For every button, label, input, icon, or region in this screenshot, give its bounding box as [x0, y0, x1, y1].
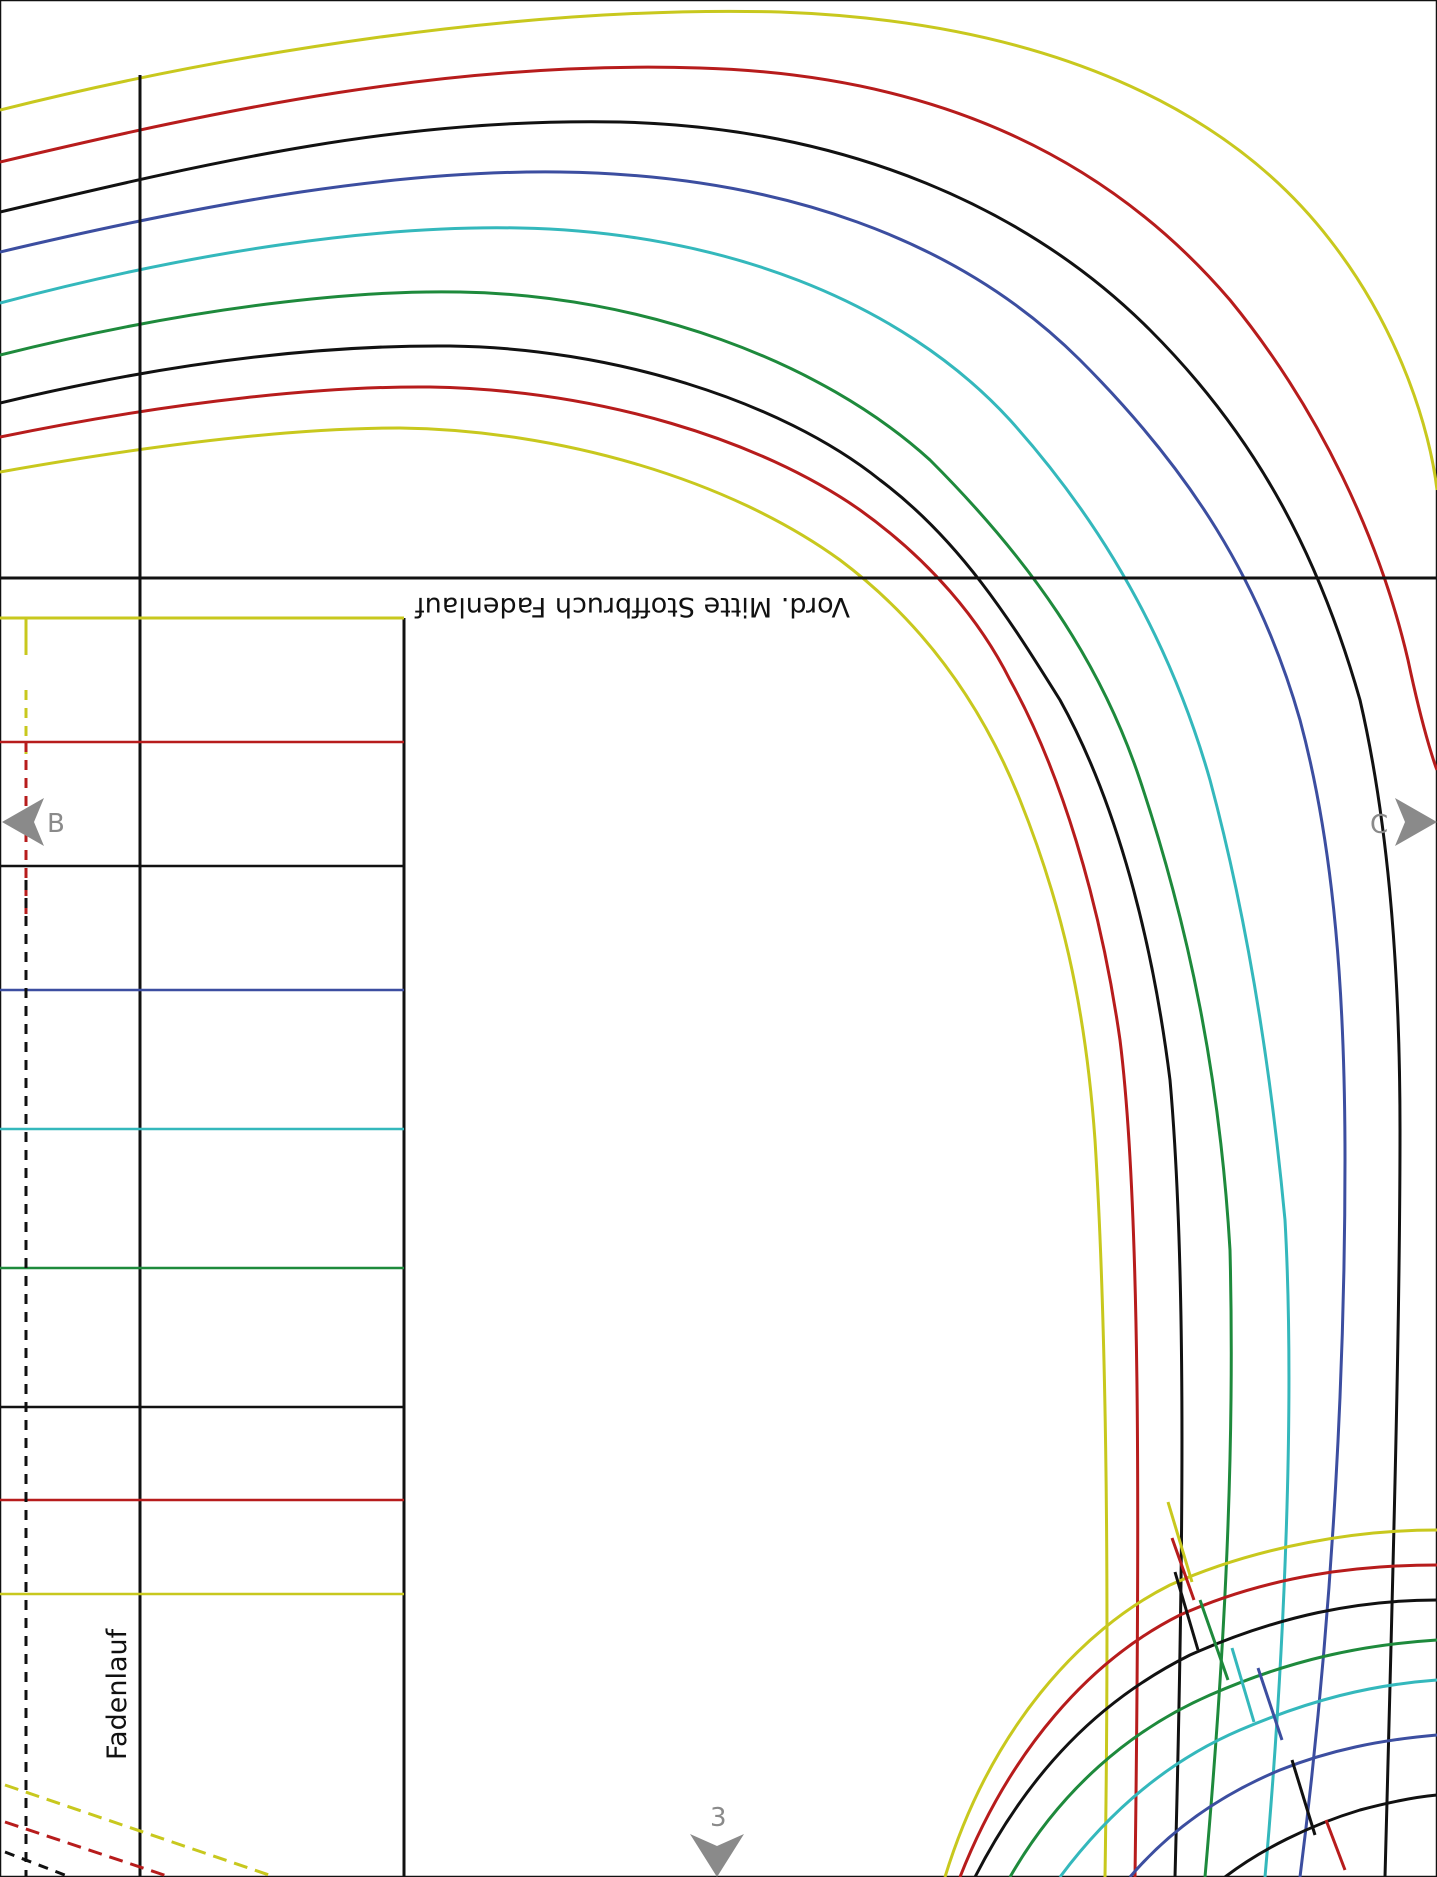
- size-curves: [0, 9, 1437, 1877]
- grainline-label: Fadenlauf: [102, 1627, 133, 1760]
- lr-curve-black: [973, 1598, 1437, 1877]
- marker-c-label: C: [1370, 810, 1388, 840]
- notch-black: [1173, 1571, 1200, 1651]
- notch-yellow: [1166, 1501, 1194, 1583]
- lr-curve-black-2: [1224, 1793, 1437, 1877]
- size-curve-8: [0, 385, 1140, 1877]
- notch-red-2: [1324, 1819, 1347, 1871]
- lr-curve-teal: [1058, 1678, 1437, 1877]
- size-curve-2: [0, 65, 1437, 771]
- lr-curve-green: [1008, 1638, 1437, 1877]
- size-curve-3: [0, 120, 1402, 1877]
- lr-curve-blue: [1128, 1733, 1437, 1877]
- lr-curve-yellow: [943, 1528, 1437, 1877]
- marker-3-arrow: [690, 1834, 744, 1877]
- marker-b-arrow: [2, 798, 44, 846]
- size-curve-6: [0, 290, 1233, 1877]
- left-dashed-lines: [4, 618, 276, 1877]
- dash-black-diag: [4, 1850, 71, 1877]
- center-front-grainline-label: Vord. Mitte Stoffbruch Fadenlauf: [414, 591, 850, 622]
- size-curve-4: [0, 170, 1347, 1877]
- marker-3-label: 3: [710, 1803, 727, 1833]
- size-curve-9: [0, 426, 1109, 1877]
- notch-blue: [1256, 1667, 1284, 1741]
- marker-b-label: B: [47, 809, 65, 839]
- size-curve-5: [0, 226, 1291, 1877]
- notch-marks: [1166, 1501, 1347, 1871]
- notch-red: [1170, 1537, 1196, 1601]
- notch-teal: [1230, 1647, 1256, 1723]
- marker-c-arrow: [1395, 798, 1437, 846]
- lower-right-curves: [943, 1528, 1437, 1877]
- lr-curve-red: [958, 1563, 1437, 1877]
- notch-black-2: [1290, 1759, 1317, 1836]
- dash-yellow-diag: [4, 1783, 276, 1877]
- dash-red-diag: [4, 1820, 171, 1877]
- notch-green: [1198, 1599, 1230, 1681]
- size-curve-1: [0, 9, 1437, 491]
- size-curve-7: [0, 344, 1184, 1877]
- band-size-lines: [0, 740, 404, 1596]
